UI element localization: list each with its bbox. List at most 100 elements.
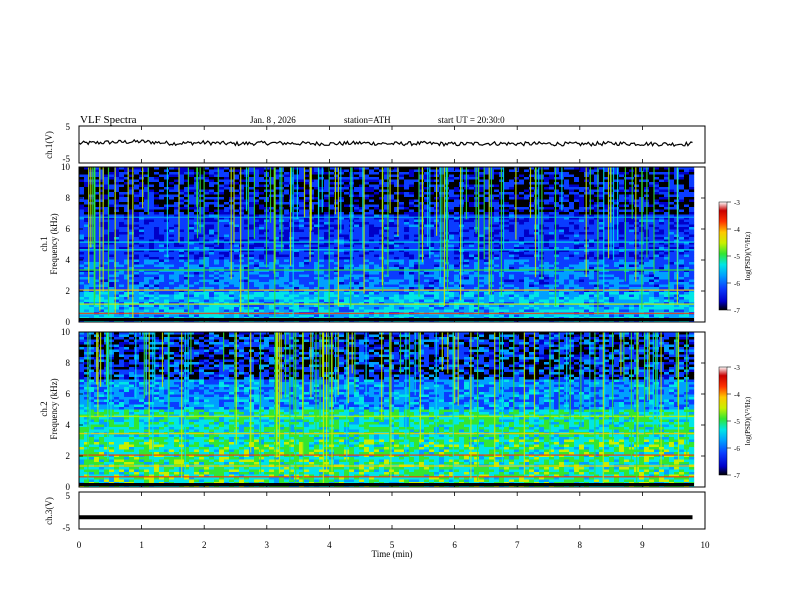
- spectrogram-cell: [294, 207, 300, 210]
- spectrogram-cell: [254, 249, 260, 253]
- spectrogram-cell: [349, 279, 355, 283]
- spectrogram-cell: [454, 174, 460, 178]
- spectrogram-cell: [379, 292, 385, 295]
- spectrogram-cell: [224, 292, 230, 295]
- spectrogram-cell: [449, 274, 455, 278]
- spectrogram-cell: [389, 262, 395, 265]
- spectrogram-cell: [269, 239, 275, 243]
- spectrogram-cell: [94, 297, 100, 300]
- spectrogram-cell: [179, 177, 185, 180]
- spectrogram-cell: [274, 294, 280, 298]
- spectrogram-cell: [189, 167, 195, 170]
- spectrogram-cell: [144, 309, 150, 313]
- spectrogram-cell: [409, 167, 415, 170]
- spectrogram-cell: [104, 224, 110, 228]
- spectrogram-cell: [114, 309, 120, 313]
- spectrogram-cell: [409, 274, 415, 278]
- spectrogram-cell: [459, 287, 465, 290]
- spectrogram-cell: [329, 239, 335, 243]
- spectrogram-cell: [264, 294, 270, 298]
- spectrogram-cell: [249, 289, 255, 293]
- spectrogram-cell: [99, 282, 105, 285]
- spectrogram-cell: [264, 287, 270, 290]
- spectrogram-cell: [359, 229, 365, 233]
- spectrogram-cell: [274, 289, 280, 293]
- spectrogram-cell: [454, 187, 460, 190]
- spectrogram-cell: [369, 204, 375, 208]
- spectrogram-cell: [174, 167, 180, 170]
- spectrogram-cell: [284, 234, 290, 238]
- spectrogram-cell: [144, 282, 150, 285]
- spectrogram-cell: [149, 307, 155, 310]
- spectrogram-cell: [424, 302, 430, 305]
- spectrogram-cell: [429, 227, 435, 230]
- spectrogram-cell: [389, 272, 395, 275]
- spectrogram-cell: [314, 292, 320, 295]
- spectrogram-cell: [389, 247, 395, 250]
- spectrogram-cell: [394, 179, 400, 183]
- spectrogram-cell: [269, 297, 275, 300]
- spectrogram-cell: [374, 284, 380, 288]
- spectrogram-cell: [259, 299, 265, 303]
- spectrogram-cell: [359, 279, 365, 283]
- spectrogram-cell: [139, 187, 145, 190]
- spectrogram-cell: [444, 267, 450, 270]
- spectrogram-cell: [379, 204, 385, 208]
- spectrogram-cell: [249, 294, 255, 298]
- spectrogram-cell: [469, 309, 475, 313]
- spectrogram-cell: [89, 219, 95, 223]
- spectrogram-cell: [229, 304, 235, 308]
- spectrogram-cell: [294, 227, 300, 230]
- spectrogram-cell: [84, 209, 90, 213]
- spectrogram-cell: [79, 177, 85, 180]
- spectrogram-cell: [384, 262, 390, 265]
- spectrogram-cell: [89, 257, 95, 260]
- spectrogram-cell: [174, 192, 180, 195]
- spectrogram-cell: [204, 232, 210, 235]
- spectrogram-cell: [404, 287, 410, 290]
- spectrogram-cell: [304, 187, 310, 190]
- spectrogram-cell: [194, 237, 200, 240]
- spectrogram-cell: [374, 202, 380, 205]
- spectrogram-cell: [94, 179, 100, 183]
- spectrogram-cell: [449, 197, 455, 200]
- spectrogram-cell: [144, 294, 150, 298]
- spectrogram-cell: [239, 224, 245, 228]
- spectrogram-cell: [354, 224, 360, 228]
- spectrogram-cell: [189, 192, 195, 195]
- spectrogram-cell: [169, 212, 175, 215]
- spectrogram-cell: [464, 242, 470, 245]
- spectrogram-cell: [424, 177, 430, 180]
- spectrogram-cell: [149, 244, 155, 248]
- spectrogram-cell: [129, 172, 135, 175]
- spectrogram-cell: [309, 304, 315, 308]
- spectrogram-cell: [424, 189, 430, 193]
- spectrogram-cell: [414, 309, 420, 313]
- spectrogram-cell: [314, 237, 320, 240]
- spectrogram-cell: [209, 174, 215, 178]
- spectrogram-cell: [324, 222, 330, 225]
- spectrogram-cell: [399, 222, 405, 225]
- spectrogram-cell: [379, 314, 385, 318]
- spectrogram-cell: [139, 247, 145, 250]
- spectrogram-cell: [259, 217, 265, 220]
- spectrogram-cell: [224, 272, 230, 275]
- spectrogram-cell: [314, 252, 320, 255]
- spectrogram-cell: [359, 194, 365, 198]
- spectrogram-cell: [434, 234, 440, 238]
- spectrogram-cell: [434, 244, 440, 248]
- spectrogram-cell: [334, 264, 340, 268]
- spectrogram-cell: [404, 259, 410, 263]
- spectrogram-cell: [389, 294, 395, 298]
- spectrogram-cell: [119, 222, 125, 225]
- spectrogram-cell: [144, 254, 150, 258]
- spectrogram-cell: [294, 269, 300, 273]
- spectrogram-cell: [104, 192, 110, 195]
- spectrogram-cell: [354, 264, 360, 268]
- spectrogram-cell: [369, 264, 375, 268]
- spectrogram-cell: [279, 289, 285, 293]
- spectrogram-cell: [374, 257, 380, 260]
- spectrogram-cell: [184, 264, 190, 268]
- spectrogram-cell: [384, 267, 390, 270]
- spectrogram-cell: [359, 267, 365, 270]
